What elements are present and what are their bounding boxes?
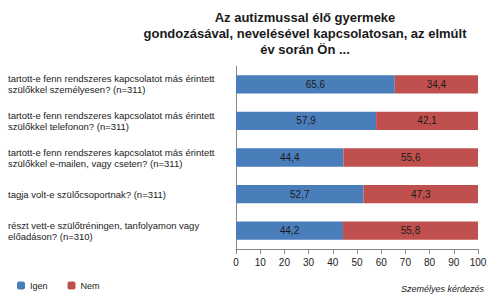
svg-text:tagja volt-e szülőcsoportnak?: tagja volt-e szülőcsoportnak? (n=311) — [8, 189, 166, 200]
svg-text:40: 40 — [327, 257, 339, 268]
svg-text:gondozásával, nevelésével kapc: gondozásával, nevelésével kapcsolatosan,… — [144, 26, 468, 41]
svg-text:60: 60 — [376, 257, 388, 268]
svg-text:részt vett-e szülőtréningen, t: részt vett-e szülőtréningen, tanfolyamon… — [8, 220, 202, 231]
svg-text:55,8: 55,8 — [401, 225, 421, 236]
svg-text:10: 10 — [255, 257, 267, 268]
svg-text:55,6: 55,6 — [401, 152, 421, 163]
svg-text:szülőkkel telefonon? (n=311): szülőkkel telefonon? (n=311) — [8, 121, 129, 132]
svg-text:50: 50 — [351, 257, 363, 268]
svg-text:20: 20 — [279, 257, 291, 268]
svg-text:80: 80 — [424, 257, 436, 268]
svg-text:47,3: 47,3 — [411, 189, 431, 200]
svg-text:Az autizmussal élő gyermeke: Az autizmussal élő gyermeke — [215, 10, 396, 25]
svg-text:34,4: 34,4 — [427, 79, 447, 90]
svg-text:év során Ön ...: év során Ön ... — [260, 42, 350, 57]
svg-text:tartott-e fenn rendszeres kapc: tartott-e fenn rendszeres kapcsolatot má… — [8, 147, 217, 158]
svg-text:Személyes kérdezés: Személyes kérdezés — [401, 284, 485, 294]
svg-text:szülőkkel személyesen? (n=311): szülőkkel személyesen? (n=311) — [8, 84, 145, 95]
svg-text:52,7: 52,7 — [290, 189, 310, 200]
svg-text:szülőkkel e-mailen, vagy csete: szülőkkel e-mailen, vagy cseten? (n=311) — [8, 158, 182, 169]
svg-text:tartott-e fenn rendszeres kapc: tartott-e fenn rendszeres kapcsolatot má… — [8, 110, 217, 121]
svg-text:44,2: 44,2 — [280, 225, 300, 236]
svg-text:30: 30 — [303, 257, 315, 268]
svg-text:57,9: 57,9 — [296, 115, 316, 126]
svg-text:előadáson? (n=310): előadáson? (n=310) — [8, 231, 93, 242]
svg-text:65,6: 65,6 — [306, 79, 326, 90]
svg-text:Igen: Igen — [30, 281, 48, 291]
svg-text:100: 100 — [470, 257, 487, 268]
svg-text:Nem: Nem — [81, 281, 100, 291]
svg-text:90: 90 — [448, 257, 460, 268]
svg-text:0: 0 — [233, 257, 239, 268]
svg-text:tartott-e fenn rendszeres kapc: tartott-e fenn rendszeres kapcsolatot má… — [8, 73, 217, 84]
svg-text:44,4: 44,4 — [280, 152, 300, 163]
svg-text:70: 70 — [400, 257, 412, 268]
svg-text:42,1: 42,1 — [417, 115, 437, 126]
